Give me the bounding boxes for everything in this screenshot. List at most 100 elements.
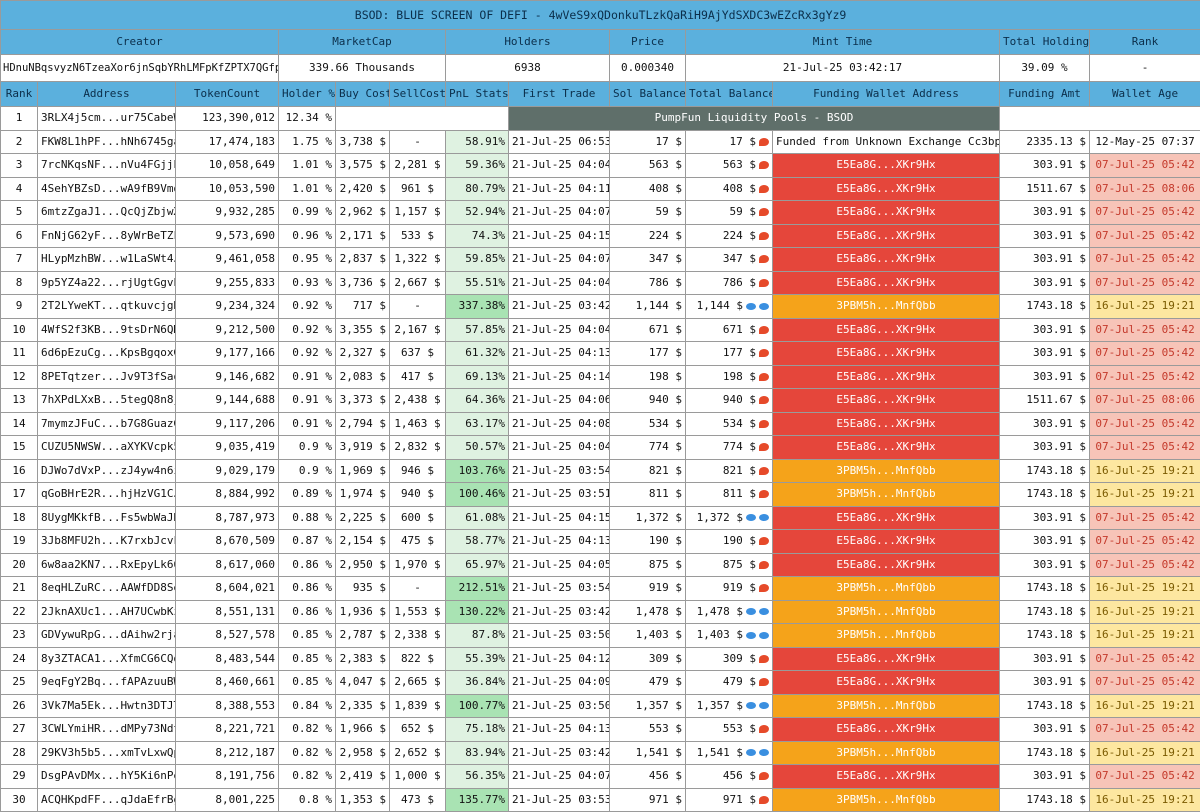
- table-row[interactable]: 15 CUZU5NWSW...aXYKVcpk5 9,035,419 0.9 % 3,9…: [0, 435, 1200, 460]
- creator-address[interactable]: HDnuNBqsvyzN6TzeaXor6jnSqbYRhLMFpKfZPTX7…: [0, 54, 279, 82]
- funding-wallet-cell[interactable]: E5Ea8G...XKr9Hx: [772, 364, 1000, 389]
- column-header-rank[interactable]: Rank: [0, 81, 38, 107]
- funding-wallet-cell[interactable]: 3PBM5h...MnfQbb: [772, 623, 1000, 648]
- table-row[interactable]: 14 7mymzJFuC...b7G8GuazG 9,117,206 0.91 % 2,…: [0, 411, 1200, 436]
- address-cell[interactable]: 2JknAXUc1...AH7UCwbKz: [37, 599, 176, 624]
- table-row[interactable]: 8 9p5YZ4a22...rjUgtGgvh 9,255,833 0.93 % 3,7…: [0, 270, 1200, 295]
- table-row[interactable]: 17 qGoBHrE2R...hjHzVG1CJ 8,884,992 0.89 % 1,…: [0, 482, 1200, 507]
- table-row[interactable]: 3 7rcNKqsNF...nVu4FGjjP 10,058,649 1.01 % 3,…: [0, 153, 1200, 178]
- table-row[interactable]: 28 29KV3h5b5...xmTvLxwQp 8,212,187 0.82 % 2,…: [0, 740, 1200, 765]
- table-row[interactable]: 20 6w8aa2KN7...RxEpyLk66 8,617,060 0.86 % 2,…: [0, 552, 1200, 577]
- address-cell[interactable]: GDVywuRpG...dAihw2rja: [37, 623, 176, 648]
- address-cell[interactable]: ACQHKpdFF...qJdaEfrBg: [37, 787, 176, 812]
- funding-wallet-cell[interactable]: E5Ea8G...XKr9Hx: [772, 411, 1000, 436]
- address-cell[interactable]: 3RLX4j5cm...ur75CabeW: [37, 106, 176, 131]
- funding-wallet-cell[interactable]: E5Ea8G...XKr9Hx: [772, 341, 1000, 366]
- funding-wallet-cell[interactable]: 3PBM5h...MnfQbb: [772, 482, 1000, 507]
- funding-wallet-cell[interactable]: E5Ea8G...XKr9Hx: [772, 388, 1000, 413]
- address-cell[interactable]: 6d6pEzuCg...KpsBgqoxG: [37, 341, 176, 366]
- table-row[interactable]: 13 7hXPdLXxB...5tegQ8n8j 9,144,688 0.91 % 3,…: [0, 388, 1200, 413]
- funding-wallet-cell[interactable]: E5Ea8G...XKr9Hx: [772, 247, 1000, 272]
- table-row[interactable]: 19 3Jb8MFU2h...K7rxbJcvF 8,670,509 0.87 % 2,…: [0, 529, 1200, 554]
- address-cell[interactable]: DJWo7dVxP...zJ4yw4n6i: [37, 458, 176, 483]
- table-row[interactable]: 11 6d6pEzuCg...KpsBgqoxG 9,177,166 0.92 % 2,…: [0, 341, 1200, 366]
- address-cell[interactable]: 6w8aa2KN7...RxEpyLk66: [37, 552, 176, 577]
- address-cell[interactable]: 6mtzZgaJ1...QcQjZbjwX: [37, 200, 176, 225]
- address-cell[interactable]: 9eqFgY2Bq...fAPAzuuBW: [37, 670, 176, 695]
- address-cell[interactable]: FnNjG62yF...8yWrBeTZF: [37, 223, 176, 248]
- funding-wallet-cell[interactable]: E5Ea8G...XKr9Hx: [772, 646, 1000, 671]
- column-header-holder-pct[interactable]: Holder %: [278, 81, 336, 107]
- funding-wallet-cell[interactable]: 3PBM5h...MnfQbb: [772, 693, 1000, 718]
- table-row[interactable]: 6 FnNjG62yF...8yWrBeTZF 9,573,690 0.96 % 2,1…: [0, 223, 1200, 248]
- column-header-token-count[interactable]: TokenCount: [175, 81, 279, 107]
- table-row[interactable]: 23 GDVywuRpG...dAihw2rja 8,527,578 0.85 % 2,…: [0, 623, 1200, 648]
- address-cell[interactable]: DsgPAvDMx...hY5Ki6nPe: [37, 764, 176, 789]
- table-row[interactable]: 16 DJWo7dVxP...zJ4yw4n6i 9,029,179 0.9 % 1,9…: [0, 458, 1200, 483]
- column-header-wallet-age[interactable]: Wallet Age: [1088, 81, 1200, 107]
- address-cell[interactable]: qGoBHrE2R...hjHzVG1CJ: [37, 482, 176, 507]
- table-row[interactable]: 29 DsgPAvDMx...hY5Ki6nPe 8,191,756 0.82 % 2,…: [0, 764, 1200, 789]
- address-cell[interactable]: HLypMzhBW...w1LaSWt4J: [37, 247, 176, 272]
- funding-wallet-cell[interactable]: 3PBM5h...MnfQbb: [772, 576, 1000, 601]
- funding-wallet-cell[interactable]: 3PBM5h...MnfQbb: [772, 458, 1000, 483]
- table-row[interactable]: 18 8UygMKkfB...Fs5wbWaJR 8,787,973 0.88 % 2,…: [0, 505, 1200, 530]
- address-cell[interactable]: 4SehYBZsD...wA9fB9Vmd: [37, 176, 176, 201]
- column-header-first-trade[interactable]: First Trade: [508, 81, 610, 107]
- funding-wallet-cell[interactable]: E5Ea8G...XKr9Hx: [772, 435, 1000, 460]
- address-cell[interactable]: 7mymzJFuC...b7G8GuazG: [37, 411, 176, 436]
- table-row[interactable]: 1 3RLX4j5cm...ur75CabeW 123,390,012 12.34 %…: [0, 106, 1200, 131]
- table-row[interactable]: 5 6mtzZgaJ1...QcQjZbjwX 9,932,285 0.99 % 2,9…: [0, 200, 1200, 225]
- funding-wallet-cell[interactable]: E5Ea8G...XKr9Hx: [772, 153, 1000, 178]
- address-cell[interactable]: 7rcNKqsNF...nVu4FGjjP: [37, 153, 176, 178]
- address-cell[interactable]: 3Jb8MFU2h...K7rxbJcvF: [37, 529, 176, 554]
- table-row[interactable]: 24 8y3ZTACA1...XfmCG6CQd 8,483,544 0.85 % 2,…: [0, 646, 1200, 671]
- funding-wallet-cell[interactable]: 3PBM5h...MnfQbb: [772, 294, 1000, 319]
- funding-wallet-cell[interactable]: E5Ea8G...XKr9Hx: [772, 552, 1000, 577]
- address-cell[interactable]: 4WfS2f3KB...9tsDrN6QM: [37, 317, 176, 342]
- address-cell[interactable]: 8UygMKkfB...Fs5wbWaJR: [37, 505, 176, 530]
- table-row[interactable]: 25 9eqFgY2Bq...fAPAzuuBW 8,460,661 0.85 % 4,…: [0, 670, 1200, 695]
- column-header-funding-wallet[interactable]: Funding Wallet Address: [772, 81, 1000, 107]
- funding-wallet-cell[interactable]: E5Ea8G...XKr9Hx: [772, 176, 1000, 201]
- column-header-sol-balance[interactable]: Sol Balance: [609, 81, 686, 107]
- table-row[interactable]: 26 3Vk7Ma5Ek...Hwtn3DTJT 8,388,553 0.84 % 2,…: [0, 693, 1200, 718]
- address-cell[interactable]: 8eqHLZuRC...AAWfDD8Se: [37, 576, 176, 601]
- table-row[interactable]: 4 4SehYBZsD...wA9fB9Vmd 10,053,590 1.01 % 2,…: [0, 176, 1200, 201]
- address-cell[interactable]: 7hXPdLXxB...5tegQ8n8j: [37, 388, 176, 413]
- table-row[interactable]: 12 8PETqtzer...Jv9T3fSao 9,146,682 0.91 % 2,…: [0, 364, 1200, 389]
- funding-wallet-cell[interactable]: E5Ea8G...XKr9Hx: [772, 670, 1000, 695]
- funding-wallet-cell[interactable]: 3PBM5h...MnfQbb: [772, 740, 1000, 765]
- address-cell[interactable]: 8PETqtzer...Jv9T3fSao: [37, 364, 176, 389]
- table-row[interactable]: 21 8eqHLZuRC...AAWfDD8Se 8,604,021 0.86 % 93…: [0, 576, 1200, 601]
- column-header-funding-amt[interactable]: Funding Amt: [999, 81, 1090, 107]
- address-cell[interactable]: CUZU5NWSW...aXYKVcpk5: [37, 435, 176, 460]
- table-row[interactable]: 27 3CWLYmiHR...dMPy73Ndt 8,221,721 0.82 % 1,…: [0, 717, 1200, 742]
- address-cell[interactable]: 3Vk7Ma5Ek...Hwtn3DTJT: [37, 693, 176, 718]
- table-row[interactable]: 30 ACQHKpdFF...qJdaEfrBg 8,001,225 0.8 % 1,3…: [0, 787, 1200, 812]
- column-header-buy-cost[interactable]: Buy Cost: [335, 81, 390, 107]
- column-header-address[interactable]: Address: [37, 81, 176, 107]
- table-row[interactable]: 22 2JknAXUc1...AH7UCwbKz 8,551,131 0.86 % 1,…: [0, 599, 1200, 624]
- address-cell[interactable]: 9p5YZ4a22...rjUgtGgvh: [37, 270, 176, 295]
- address-cell[interactable]: 3CWLYmiHR...dMPy73Ndt: [37, 717, 176, 742]
- funding-wallet-cell[interactable]: E5Ea8G...XKr9Hx: [772, 717, 1000, 742]
- table-row[interactable]: 2 FKW8L1hPF...hNh6745ga 17,474,183 1.75 % 3,…: [0, 129, 1200, 154]
- funding-wallet-cell[interactable]: 3PBM5h...MnfQbb: [772, 787, 1000, 812]
- table-row[interactable]: 7 HLypMzhBW...w1LaSWt4J 9,461,058 0.95 % 2,8…: [0, 247, 1200, 272]
- funding-wallet-cell[interactable]: E5Ea8G...XKr9Hx: [772, 200, 1000, 225]
- address-cell[interactable]: 8y3ZTACA1...XfmCG6CQd: [37, 646, 176, 671]
- column-header-total-balance[interactable]: Total Balance: [685, 81, 773, 107]
- table-row[interactable]: 10 4WfS2f3KB...9tsDrN6QM 9,212,500 0.92 % 3,…: [0, 317, 1200, 342]
- table-row[interactable]: 9 2T2LYweKT...qtkuvcjgR 9,234,324 0.92 % 717…: [0, 294, 1200, 319]
- address-cell[interactable]: FKW8L1hPF...hNh6745ga: [37, 129, 176, 154]
- column-header-pnl-stats[interactable]: PnL Stats: [445, 81, 509, 107]
- funding-wallet-cell[interactable]: E5Ea8G...XKr9Hx: [772, 317, 1000, 342]
- address-cell[interactable]: 2T2LYweKT...qtkuvcjgR: [37, 294, 176, 319]
- funding-wallet-cell[interactable]: E5Ea8G...XKr9Hx: [772, 223, 1000, 248]
- funding-wallet-cell[interactable]: E5Ea8G...XKr9Hx: [772, 505, 1000, 530]
- address-cell[interactable]: 29KV3h5b5...xmTvLxwQp: [37, 740, 176, 765]
- funding-wallet-cell[interactable]: 3PBM5h...MnfQbb: [772, 599, 1000, 624]
- funding-wallet-cell[interactable]: E5Ea8G...XKr9Hx: [772, 529, 1000, 554]
- funding-wallet-cell[interactable]: Funded from Unknown Exchange Cc3bpP: [772, 129, 1000, 154]
